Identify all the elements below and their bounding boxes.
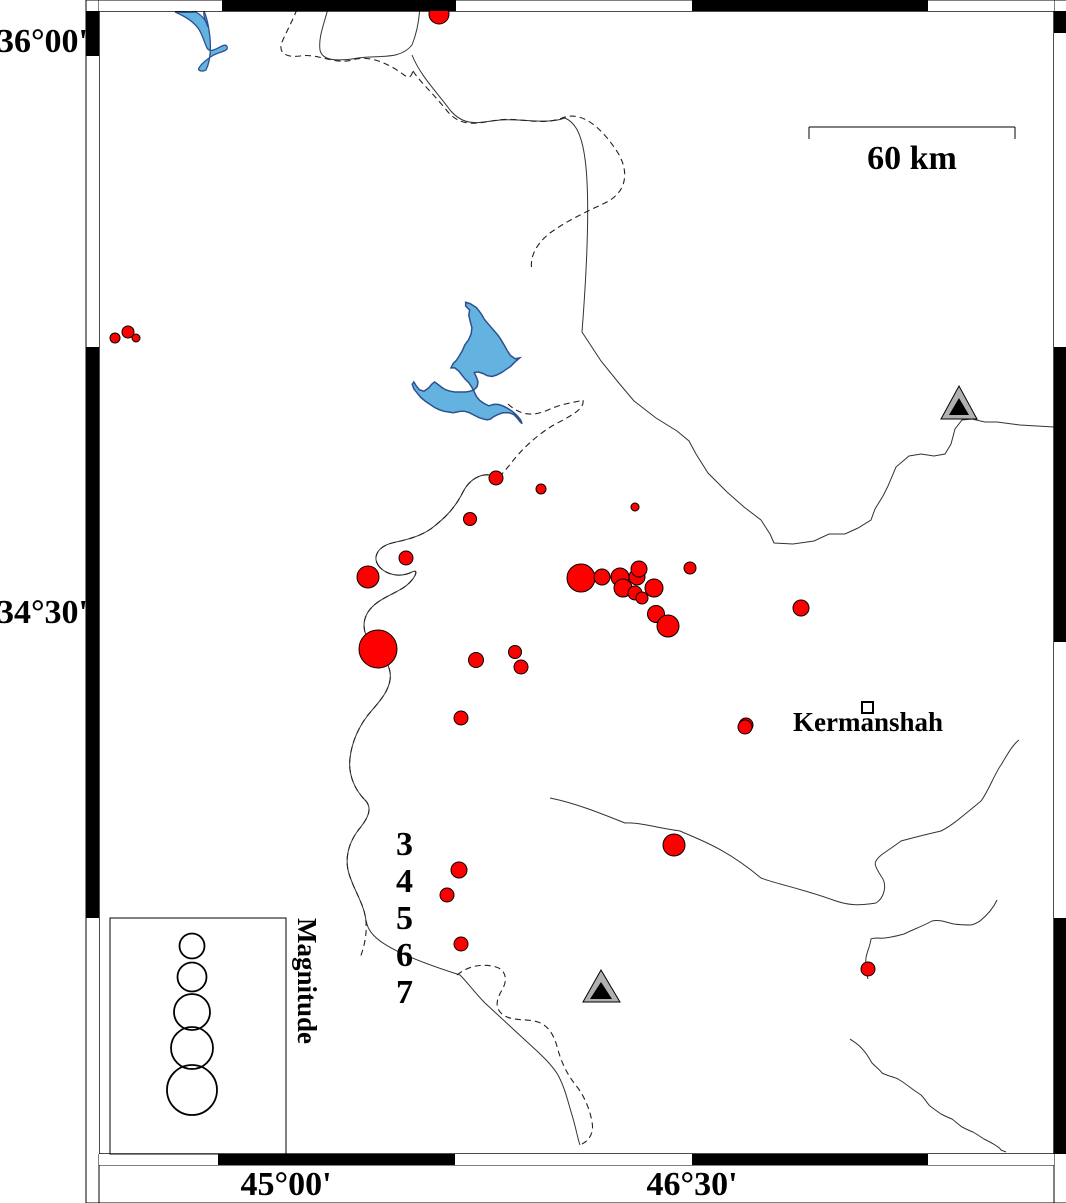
svg-text:36°00': 36°00' (0, 23, 88, 60)
svg-text:34°30': 34°30' (0, 594, 88, 631)
svg-text:Kermanshah: Kermanshah (793, 707, 943, 737)
svg-text:3: 3 (396, 826, 413, 863)
svg-text:46°30': 46°30' (646, 1166, 737, 1203)
svg-text:60 km: 60 km (867, 140, 957, 177)
svg-text:5: 5 (396, 900, 413, 937)
svg-text:45°00': 45°00' (240, 1166, 331, 1203)
svg-text:7: 7 (396, 974, 413, 1011)
svg-text:Magnitude: Magnitude (292, 918, 322, 1044)
svg-text:4: 4 (396, 863, 413, 900)
svg-text:6: 6 (396, 937, 413, 974)
